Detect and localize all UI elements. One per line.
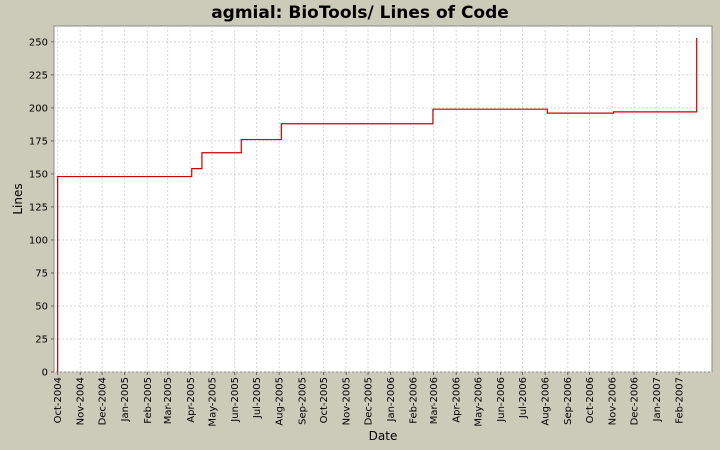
- x-tick-label: Jul-2005: [252, 377, 263, 419]
- x-tick-label: Mar-2006: [429, 377, 440, 424]
- y-tick-label: 50: [35, 301, 48, 312]
- x-tick-label: Aug-2006: [541, 377, 552, 426]
- x-tick-label: Jun-2006: [496, 377, 507, 423]
- plot-area: [53, 25, 713, 373]
- x-tick-label: Jan-2007: [652, 377, 663, 422]
- y-tick-label: 175: [29, 136, 48, 147]
- gridlines: [54, 26, 712, 373]
- y-tick-label: 125: [29, 202, 48, 213]
- y-tick-label: 250: [29, 37, 48, 48]
- x-tick-label: Oct-2005: [319, 377, 330, 423]
- x-tick-label: Nov-2004: [76, 377, 87, 425]
- y-tick-label: 225: [29, 70, 48, 81]
- x-tick-label: Feb-2005: [143, 377, 154, 424]
- x-tick-label: Apr-2006: [452, 377, 463, 423]
- y-axis: 0 25 50 75 100 125 150 175 200 225 250: [29, 37, 54, 379]
- y-axis-label: Lines: [11, 183, 25, 214]
- x-tick-label: Jul-2006: [518, 377, 529, 419]
- x-tick-label: Dec-2005: [364, 377, 375, 425]
- x-tick-label: Apr-2005: [186, 377, 197, 423]
- y-tick-label: 75: [35, 268, 48, 279]
- x-tick-label: May-2005: [208, 377, 219, 427]
- x-tick-label: Oct-2004: [53, 377, 64, 423]
- x-tick-label: Feb-2007: [675, 377, 686, 424]
- y-tick-label: 25: [35, 334, 48, 345]
- series-line: [57, 37, 698, 372]
- x-axis-label: Date: [369, 429, 398, 443]
- x-tick-label: Sep-2005: [297, 377, 308, 425]
- x-tick-label: Dec-2006: [630, 377, 641, 425]
- x-tick-label: Jun-2005: [230, 377, 241, 423]
- x-tick-label: May-2006: [474, 377, 485, 427]
- series-group: [57, 37, 698, 372]
- y-tick-label: 0: [42, 368, 48, 379]
- x-axis: Oct-2004 Nov-2004 Dec-2004 Jan-2005 Feb-2005…: [53, 372, 686, 427]
- x-tick-label: Sep-2006: [563, 377, 574, 425]
- x-tick-label: Feb-2006: [409, 377, 420, 424]
- y-tick-label: 100: [29, 235, 48, 246]
- x-tick-label: Dec-2004: [98, 377, 109, 425]
- x-tick-label: Jan-2006: [386, 377, 397, 422]
- x-tick-label: Oct-2006: [585, 377, 596, 423]
- y-tick-label: 150: [29, 169, 48, 180]
- x-tick-label: Aug-2005: [275, 377, 286, 426]
- x-tick-label: Jan-2005: [120, 377, 131, 422]
- chart-title: agmial: BioTools/ Lines of Code: [211, 3, 509, 23]
- x-tick-label: Mar-2005: [163, 377, 174, 424]
- x-tick-label: Nov-2005: [342, 377, 353, 425]
- y-tick-label: 200: [29, 103, 48, 114]
- x-tick-label: Nov-2006: [608, 377, 619, 425]
